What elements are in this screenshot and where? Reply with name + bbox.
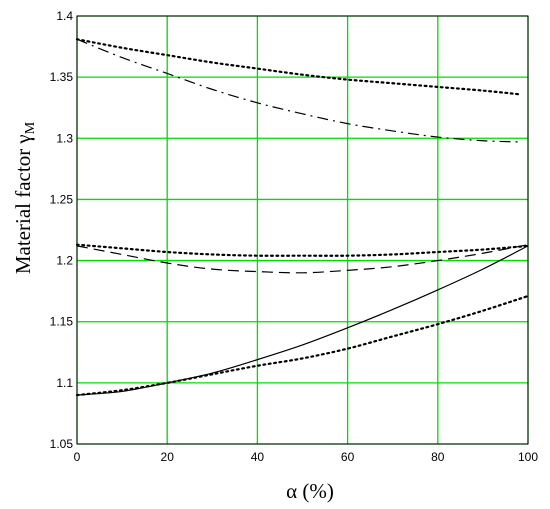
x-tick-label-4: 80	[431, 450, 445, 464]
x-tick-label-1: 20	[161, 450, 175, 464]
x-tick-label-5: 100	[518, 450, 538, 464]
y-tick-label-6: 1.35	[50, 70, 74, 84]
y-tick-label-3: 1.2	[56, 254, 73, 268]
plot-frame	[76, 15, 529, 445]
y-axis-label-subscript: M	[23, 121, 38, 134]
y-tick-label-0: 1.05	[50, 437, 74, 451]
series-line-4	[76, 244, 529, 274]
series-line-5	[76, 245, 529, 396]
series-line-6	[75, 294, 530, 397]
y-tick-label-7: 1.4	[56, 9, 73, 23]
x-tick-label-3: 60	[341, 450, 355, 464]
series-group	[75, 38, 530, 397]
y-axis-label: Material factor γM	[11, 121, 38, 274]
x-tick-labels: 0 20 40 60 80 100	[74, 450, 539, 464]
y-axis-label-main: Material factor	[11, 144, 35, 275]
series-line-1	[75, 38, 521, 96]
y-tick-label-2: 1.15	[50, 315, 74, 329]
x-axis-label: α (%)	[286, 479, 334, 503]
series-line-3	[75, 243, 530, 257]
y-tick-label-5: 1.3	[56, 131, 73, 145]
y-tick-labels: 1.05 1.1 1.15 1.2 1.25 1.3 1.35 1.4	[50, 9, 74, 451]
grid	[76, 15, 529, 445]
x-tick-label-0: 0	[74, 450, 81, 464]
y-axis-label-symbol: γ	[11, 134, 35, 144]
y-tick-label-1: 1.1	[56, 376, 73, 390]
series-line-2	[76, 38, 519, 143]
y-tick-label-4: 1.25	[50, 192, 74, 206]
x-tick-label-2: 40	[251, 450, 265, 464]
